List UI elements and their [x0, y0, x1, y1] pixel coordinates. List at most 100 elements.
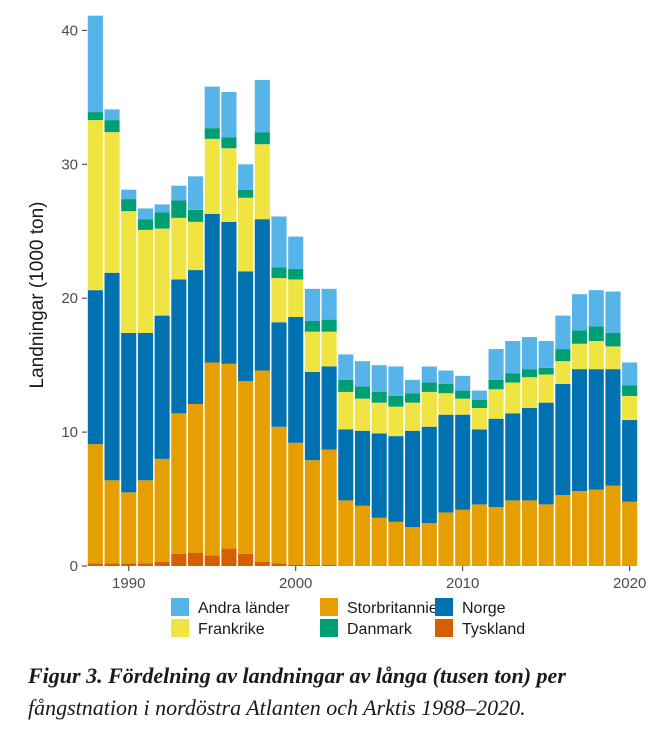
- bar-segment-1997-tyskland: [238, 553, 254, 566]
- bar-segment-1993-tyskland: [171, 553, 187, 566]
- legend-swatch: [171, 598, 189, 616]
- bar-segment-2015-frankrike: [538, 374, 554, 403]
- bar-segment-2002-andra-länder: [321, 288, 337, 320]
- bar-segment-1995-storbritannien: [204, 362, 220, 556]
- bar-segment-2000-storbritannien: [288, 442, 304, 565]
- bar-segment-2005-andra-länder: [371, 365, 387, 392]
- bar-segment-2014-norge: [521, 408, 538, 501]
- bar-segment-2015-andra-länder: [538, 341, 554, 368]
- bar-segment-2003-danmark: [338, 379, 354, 392]
- y-tick-label: 40: [61, 22, 78, 39]
- bar-segment-1996-frankrike: [221, 148, 237, 222]
- bar-segment-2017-danmark: [572, 330, 588, 344]
- bar-segment-1990-storbritannien: [121, 492, 137, 564]
- x-axis: 1990 2000 2010 2020: [112, 566, 646, 592]
- bar-segment-1993-storbritannien: [171, 413, 187, 554]
- bar-segment-1993-frankrike: [171, 217, 187, 280]
- bar-segment-2009-norge: [438, 414, 454, 513]
- bar-segment-1993-andra-länder: [171, 185, 187, 201]
- bar-segment-2001-storbritannien: [304, 460, 320, 565]
- bar-segment-2017-storbritannien: [572, 491, 588, 566]
- bar-segment-1993-danmark: [171, 200, 187, 218]
- bar-segment-1990-andra-länder: [121, 189, 137, 200]
- y-tick-label: 20: [61, 290, 78, 307]
- bar-segment-2019-andra-länder: [605, 291, 621, 334]
- bar-segment-1994-norge: [187, 270, 204, 404]
- bar-segment-1997-danmark: [238, 189, 254, 198]
- bar-segment-1999-danmark: [271, 267, 287, 279]
- bar-segment-2002-tyskland: [321, 564, 337, 566]
- bar-segment-2008-andra-länder: [421, 366, 437, 383]
- bar-segment-1996-andra-länder: [221, 91, 237, 138]
- bar-segment-2006-norge: [388, 436, 404, 522]
- bar-segment-2001-tyskland: [304, 564, 320, 566]
- bar-segment-2007-danmark: [405, 393, 421, 403]
- bar-segment-2012-norge: [488, 418, 504, 508]
- bar-segment-2000-tyskland: [288, 564, 304, 566]
- bar-segment-2008-storbritannien: [421, 523, 437, 566]
- bar-segment-1994-storbritannien: [187, 403, 204, 553]
- bar-segment-1994-frankrike: [187, 221, 204, 271]
- bar-segment-2000-norge: [288, 316, 304, 443]
- bar-segment-2010-andra-länder: [455, 375, 471, 391]
- x-tick-label: 2000: [279, 575, 312, 592]
- bar-segment-2004-andra-länder: [354, 361, 371, 387]
- bar-segment-2001-frankrike: [304, 331, 320, 372]
- y-tick-label: 0: [70, 558, 78, 575]
- bar-segment-2010-frankrike: [455, 398, 471, 415]
- bar-segment-1996-tyskland: [221, 548, 237, 566]
- bar-segment-2000-frankrike: [288, 279, 304, 317]
- legend-swatch: [435, 598, 453, 616]
- bar-segment-2011-danmark: [471, 399, 487, 408]
- bar-segment-1988-tyskland: [87, 563, 103, 566]
- legend-label: Tyskland: [462, 621, 525, 638]
- bar-segment-2015-norge: [538, 402, 554, 505]
- legend-swatch: [320, 598, 338, 616]
- bar-segment-1995-danmark: [204, 128, 220, 139]
- bar-segment-2019-storbritannien: [605, 485, 621, 566]
- bar-segment-2001-norge: [304, 371, 320, 461]
- bar-segment-1991-andra-länder: [137, 208, 153, 220]
- bar-segment-2002-danmark: [321, 319, 337, 332]
- bar-segment-1991-danmark: [137, 219, 153, 230]
- bar-segment-2017-frankrike: [572, 343, 588, 370]
- bar-segment-2020-danmark: [622, 385, 638, 396]
- bar-segment-2020-storbritannien: [622, 501, 638, 566]
- bar-segment-1999-andra-länder: [271, 216, 287, 268]
- x-tick-label: 1990: [112, 575, 145, 592]
- bar-segment-2000-andra-länder: [288, 236, 304, 269]
- bar-segment-2014-andra-länder: [521, 337, 538, 370]
- bar-segment-2016-andra-länder: [555, 315, 571, 350]
- bar-segment-1992-norge: [154, 315, 170, 459]
- chart: 0 10 20 30 40 1990 2000 2010 2020 Landningar (1…: [27, 15, 646, 638]
- bar-segment-1991-storbritannien: [137, 480, 153, 564]
- bar-segment-2019-frankrike: [605, 346, 621, 370]
- bar-segment-2020-andra-länder: [622, 362, 638, 386]
- bars-layer: [87, 15, 638, 566]
- bar-segment-2002-frankrike: [321, 331, 337, 367]
- legend: Andra länder Frankrike Storbritannien Danma…: [171, 598, 525, 638]
- bar-segment-2012-storbritannien: [488, 507, 504, 566]
- bar-segment-2020-norge: [622, 420, 638, 502]
- bar-segment-1989-norge: [104, 272, 120, 481]
- bar-segment-1993-norge: [171, 279, 187, 414]
- bar-segment-1998-tyskland: [254, 561, 270, 566]
- bar-segment-2009-andra-länder: [438, 370, 454, 384]
- bar-segment-1998-storbritannien: [254, 370, 270, 562]
- bar-segment-1998-frankrike: [254, 144, 270, 220]
- bar-segment-1989-tyskland: [104, 563, 120, 566]
- bar-segment-2003-storbritannien: [338, 500, 354, 566]
- bar-segment-2004-norge: [354, 430, 371, 506]
- bar-segment-1992-frankrike: [154, 228, 170, 316]
- bar-segment-2017-norge: [572, 369, 588, 492]
- bar-segment-2008-frankrike: [421, 391, 437, 427]
- bar-segment-1999-tyskland: [271, 563, 287, 566]
- bar-segment-2008-norge: [421, 426, 437, 524]
- bar-segment-1997-frankrike: [238, 197, 254, 272]
- bar-segment-2016-danmark: [555, 349, 571, 362]
- bar-segment-1989-andra-länder: [104, 109, 120, 121]
- legend-item-andra-länder: Andra länder: [171, 598, 290, 617]
- bar-segment-1990-frankrike: [121, 211, 137, 334]
- bar-segment-1991-frankrike: [137, 229, 153, 333]
- y-axis-title: Landningar (1000 ton): [27, 202, 48, 389]
